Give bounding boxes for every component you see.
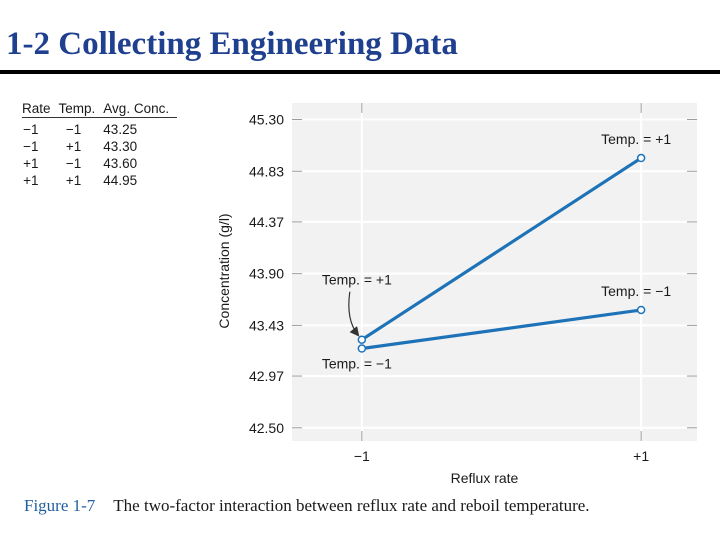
table-row: −1 −1 43.25 xyxy=(22,118,177,139)
y-tick-label: 44.37 xyxy=(249,214,284,230)
series-line-temp-plus xyxy=(360,156,643,342)
table-header-temp: Temp. xyxy=(58,100,104,118)
y-tick-label: 43.43 xyxy=(249,317,284,333)
table-header-row: Rate Temp. Avg. Conc. xyxy=(22,100,178,118)
series-line-temp-minus xyxy=(360,308,643,351)
table-cell-rate: +1 xyxy=(23,156,39,171)
plot-area xyxy=(292,103,697,441)
table-cell-temp: +1 xyxy=(65,173,82,188)
table-row: −1 +1 43.30 xyxy=(22,138,177,155)
table-cell-rate: +1 xyxy=(23,173,39,188)
table-cell-temp: −1 xyxy=(65,156,82,171)
table-cell-rate: −1 xyxy=(23,122,39,137)
table-row: +1 +1 44.95 xyxy=(22,172,177,189)
slide-title: 1-2 Collecting Engineering Data xyxy=(6,26,458,62)
y-axis-label: Concentration (g/l) xyxy=(216,213,232,328)
x-tick-label: +1 xyxy=(633,448,649,464)
figure-caption: Figure 1-7 The two-factor interaction bet… xyxy=(24,496,590,516)
figure-caption-text: The two-factor interaction between reflu… xyxy=(113,496,590,515)
y-tick-label: 42.50 xyxy=(249,420,284,436)
table-header-avg-conc: Avg. Conc. xyxy=(103,100,178,118)
x-tick-label: −1 xyxy=(354,448,370,464)
table-cell-conc: 43.30 xyxy=(103,139,138,154)
x-axis-label: Reflux rate xyxy=(451,470,519,486)
data-point xyxy=(636,305,646,315)
annotation-arrow xyxy=(348,291,360,337)
table-row: +1 −1 43.60 xyxy=(22,155,177,172)
table-cell-conc: 43.25 xyxy=(103,122,138,137)
figure-label: Figure 1-7 xyxy=(24,496,96,515)
y-tick-label: 44.83 xyxy=(249,163,284,179)
data-point xyxy=(636,153,646,163)
data-table: Rate Temp. Avg. Conc. −1 −1 43.25 −1 +1 … xyxy=(22,100,178,189)
table-cell-conc: 43.60 xyxy=(103,156,138,171)
series-end-label-temp-plus: Temp. = +1 xyxy=(601,131,671,147)
title-divider xyxy=(0,70,720,74)
data-point xyxy=(357,344,367,353)
series-end-label-temp-minus: Temp. = −1 xyxy=(601,283,671,299)
y-tick-label: 45.30 xyxy=(249,112,284,128)
table-header-rate: Rate xyxy=(22,100,59,118)
series-start-label-temp-plus: Temp. = +1 xyxy=(322,272,392,288)
y-tick-label: 42.97 xyxy=(249,368,284,384)
y-tick-label: 43.90 xyxy=(249,266,284,282)
table-cell-temp: +1 xyxy=(65,139,82,154)
series-start-label-temp-minus: Temp. = −1 xyxy=(322,356,392,372)
table-cell-rate: −1 xyxy=(23,139,39,154)
data-point xyxy=(357,335,367,344)
table-cell-temp: −1 xyxy=(65,122,82,137)
table-cell-conc: 44.95 xyxy=(103,173,138,188)
